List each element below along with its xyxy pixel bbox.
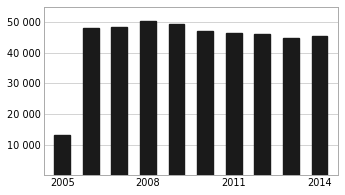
Bar xyxy=(226,33,242,175)
Bar xyxy=(169,24,184,175)
Bar xyxy=(254,35,270,175)
Bar xyxy=(312,36,327,175)
Bar xyxy=(197,31,213,175)
Bar xyxy=(111,27,127,175)
Bar xyxy=(83,28,99,175)
Bar xyxy=(140,21,156,175)
Bar xyxy=(283,38,299,175)
Bar xyxy=(54,136,70,175)
